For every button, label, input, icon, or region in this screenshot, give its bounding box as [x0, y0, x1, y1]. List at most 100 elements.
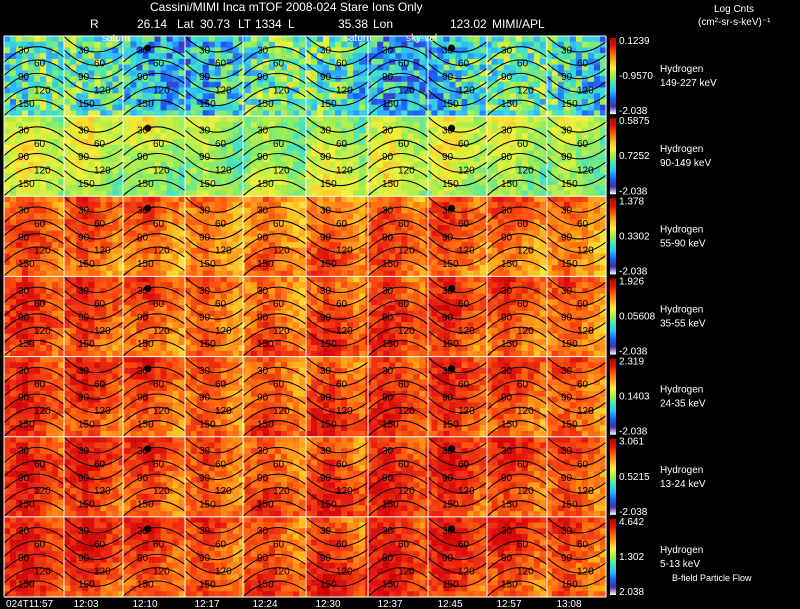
heatmap-cell	[443, 87, 451, 94]
heatmap-cell	[118, 116, 125, 123]
heatmap-cell	[479, 64, 487, 71]
heatmap-cell	[52, 202, 59, 209]
heatmap-cell	[172, 58, 180, 66]
heatmap-cell	[280, 179, 288, 186]
heatmap-cell	[539, 121, 547, 129]
pitch-angle-contour	[3, 139, 65, 157]
heatmap-cell	[94, 121, 101, 129]
heatmap-cell	[353, 116, 360, 123]
pitch-angle-label: 120	[517, 166, 534, 177]
heatmap-cell	[298, 81, 306, 89]
heatmap-cell	[76, 213, 83, 220]
heatmap-cell	[142, 167, 150, 174]
heatmap-cell	[593, 110, 601, 117]
heatmap-cell	[58, 207, 65, 215]
heatmap-cell	[311, 259, 318, 266]
heatmap-cell	[335, 98, 342, 106]
pitch-angle-label: 30	[18, 206, 30, 217]
heatmap-cell	[112, 173, 119, 180]
heatmap-cell	[341, 202, 348, 209]
heatmap-cell	[485, 76, 493, 83]
heatmap-cell	[112, 133, 119, 140]
pitch-angle-label: 60	[336, 139, 348, 150]
heatmap-cell	[28, 110, 35, 117]
heatmap-cell	[551, 64, 559, 71]
heatmap-cell	[82, 121, 89, 129]
heatmap-cell	[347, 161, 354, 169]
heatmap-cell	[124, 247, 132, 255]
heatmap-cell	[46, 184, 53, 192]
heatmap-cell	[515, 47, 523, 54]
heatmap-cell	[238, 293, 246, 300]
heatmap-cell	[365, 64, 372, 71]
heatmap-cell	[491, 196, 499, 203]
heatmap-cell	[118, 161, 125, 169]
heatmap-cell	[94, 81, 101, 89]
heatmap-cell	[305, 133, 312, 140]
pitch-angle-label: 120	[398, 85, 415, 96]
heatmap-cell	[166, 81, 174, 89]
heatmap-cell	[341, 81, 348, 89]
pitch-angle-contour	[63, 129, 124, 147]
heatmap-cell	[347, 121, 354, 129]
heatmap-cell	[178, 282, 186, 289]
heatmap-cell	[389, 207, 396, 215]
heatmap-cell	[22, 276, 29, 283]
heatmap-cell	[94, 47, 101, 54]
heatmap-cell	[100, 282, 107, 289]
heatmap-cell	[455, 81, 463, 89]
heatmap-cell	[383, 47, 390, 54]
heatmap-cell	[244, 58, 252, 66]
heatmap-cell	[64, 190, 71, 197]
heatmap-panel: 3060901201503060901201503060901201503060…	[3, 35, 717, 117]
heatmap-cell	[268, 58, 276, 66]
pitch-angle-contour	[184, 129, 244, 147]
heatmap-cell	[94, 287, 101, 295]
heatmap-cell	[46, 167, 53, 174]
heatmap-cell	[563, 116, 571, 123]
heatmap-cell	[587, 93, 595, 100]
heatmap-cell	[575, 58, 583, 66]
heatmap-cell	[341, 47, 348, 54]
heatmap-cell	[184, 161, 192, 169]
heatmap-cell	[503, 184, 511, 192]
heatmap-cell	[455, 87, 463, 94]
heatmap-cell	[587, 64, 595, 71]
heatmap-cell	[335, 276, 342, 283]
heatmap-cell	[473, 87, 481, 94]
heatmap-cell	[515, 184, 523, 192]
pitch-angle-contour	[486, 139, 548, 157]
heatmap-cell	[485, 167, 493, 174]
heatmap-cell	[467, 139, 475, 146]
pitch-angle-contour	[305, 89, 369, 106]
heatmap-cell	[575, 93, 583, 100]
pitch-angle-contour	[3, 46, 65, 63]
heatmap-cell	[64, 58, 71, 66]
pitch-angle-contour	[486, 99, 548, 116]
heatmap-cell	[353, 253, 360, 260]
heatmap-cell	[238, 41, 246, 49]
heatmap-cell	[593, 144, 601, 152]
heatmap-cell	[425, 196, 433, 203]
heatmap-cell	[377, 184, 384, 192]
heatmap-cell	[509, 98, 517, 106]
heatmap-cell	[214, 139, 222, 146]
heatmap-cell	[431, 139, 439, 146]
heatmap-cell	[262, 121, 270, 129]
heatmap-cell	[76, 161, 83, 169]
heatmap-cell	[533, 58, 541, 66]
heatmap-cell	[64, 224, 71, 232]
heatmap-cell	[292, 76, 300, 83]
heatmap-cell	[298, 161, 306, 169]
heatmap-cell	[575, 70, 583, 77]
heatmap-cell	[178, 196, 186, 203]
heatmap-cell	[563, 179, 571, 186]
heatmap-cell	[100, 161, 107, 169]
heatmap-cell	[244, 213, 252, 220]
heatmap-cell	[292, 213, 300, 220]
heatmap-cell	[232, 196, 240, 203]
heatmap-cell	[226, 190, 234, 197]
heatmap-cell	[509, 196, 517, 203]
heatmap-cell	[533, 41, 541, 49]
heatmap-cell	[575, 144, 583, 152]
